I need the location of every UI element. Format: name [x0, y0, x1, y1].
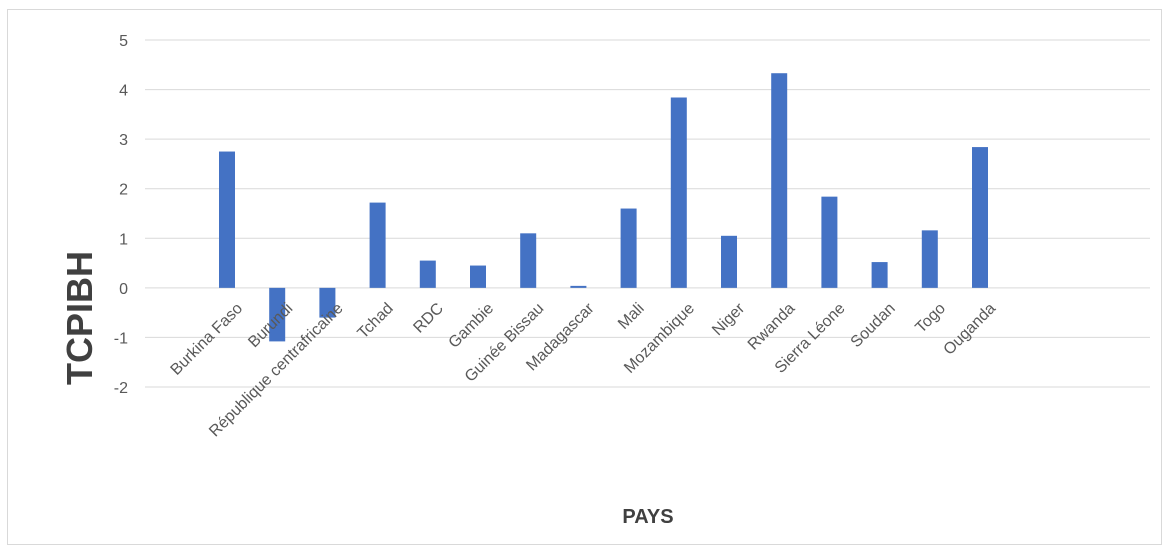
y-tick-label: 1	[119, 231, 128, 248]
chart-area	[7, 9, 1162, 545]
x-category-label: Gambie	[446, 300, 498, 352]
x-category-label: Soudan	[848, 300, 899, 351]
bar	[419, 260, 436, 288]
y-axis-ticks: -2 -1 0 1 2 3 4 5	[114, 33, 128, 397]
x-axis-label: PAYS	[622, 506, 673, 528]
y-tick-label: 2	[119, 182, 128, 199]
y-tick-label: 3	[119, 132, 128, 149]
bar	[821, 196, 838, 288]
bar	[670, 97, 687, 288]
y-tick-label: 0	[119, 281, 128, 298]
y-tick-label: 4	[119, 83, 128, 100]
bar	[771, 73, 788, 288]
bar	[921, 230, 938, 288]
gridlines	[145, 39, 1150, 388]
bar	[369, 202, 386, 288]
x-category-label: Mali	[615, 300, 648, 333]
bar	[219, 151, 235, 288]
bar	[470, 265, 486, 288]
bar	[570, 285, 587, 288]
bar	[972, 147, 988, 288]
y-tick-label: -2	[114, 380, 128, 397]
x-category-label: Burkina Faso	[168, 300, 247, 379]
bar	[721, 235, 737, 288]
y-axis-label: TCPIBH	[59, 251, 100, 385]
bar	[520, 233, 537, 288]
x-category-label: Ouganda	[941, 300, 1000, 359]
x-category-label: Tchad	[355, 300, 397, 342]
bars	[219, 73, 988, 342]
bar	[871, 262, 888, 288]
x-category-label: RDC	[410, 300, 447, 337]
bar	[620, 208, 637, 288]
x-category-label: Togo	[912, 300, 949, 337]
bar	[269, 287, 286, 342]
y-tick-label: -1	[114, 330, 128, 347]
bar	[319, 287, 336, 318]
y-tick-label: 5	[119, 33, 128, 50]
x-category-label: Niger	[709, 300, 749, 340]
